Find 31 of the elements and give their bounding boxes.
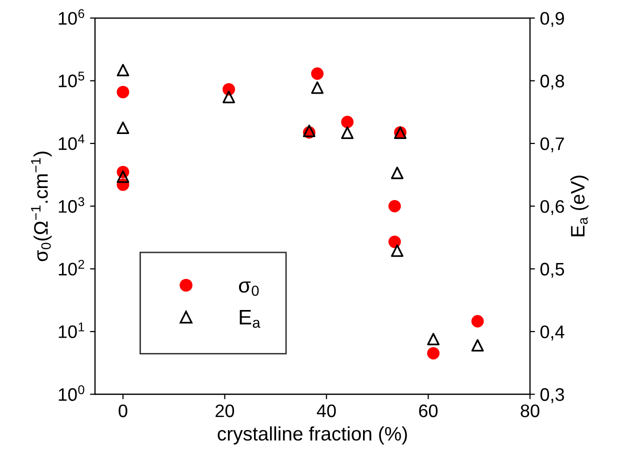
point xyxy=(341,116,354,128)
y2-tick-label: 0,6 xyxy=(540,200,564,216)
y2-tick-label: 0,8 xyxy=(540,74,564,90)
point xyxy=(388,200,401,212)
legend-label: σ$_{0}$ xyxy=(239,281,259,296)
x-tick-label: 40 xyxy=(316,404,336,418)
y-axis-title: σ$_{0}$(Ω$^{−1}$.cm$^{−1}$) xyxy=(31,152,52,262)
y-tick-label: 10$^{0}$ xyxy=(58,385,84,401)
y-tick-label: 10$^{2}$ xyxy=(58,260,84,276)
x-tick-label: 20 xyxy=(216,404,234,418)
legend-label: E$_{a}$ xyxy=(240,310,260,328)
point xyxy=(116,86,130,98)
point xyxy=(388,236,401,248)
y-tick-label: 10$^{1}$ xyxy=(58,322,84,338)
y2-tick-label: 0,3 xyxy=(540,388,564,404)
y2-tick-label: 0,5 xyxy=(540,262,564,278)
point xyxy=(471,315,484,328)
y-tick-label: 10$^{3}$ xyxy=(58,197,84,213)
y-tick-label: 10$^{4}$ xyxy=(58,134,84,150)
y2-tick-label: 0,7 xyxy=(540,137,564,152)
point xyxy=(427,347,440,360)
point xyxy=(311,67,324,80)
x-tick-label: 80 xyxy=(520,404,540,418)
y-tick-label: 10$^{6}$ xyxy=(58,9,84,25)
y2-tick-label: 0,9 xyxy=(540,12,564,27)
x-axis-title: crystalline fraction (%) xyxy=(218,426,407,444)
y-tick-label: 10$^{5}$ xyxy=(58,72,84,88)
y2-axis-title: E$_{a}$ (eV) xyxy=(570,176,588,236)
y2-tick-label: 0,4 xyxy=(540,325,564,340)
x-tick-label: 0 xyxy=(118,404,128,418)
x-tick-label: 60 xyxy=(419,404,438,418)
